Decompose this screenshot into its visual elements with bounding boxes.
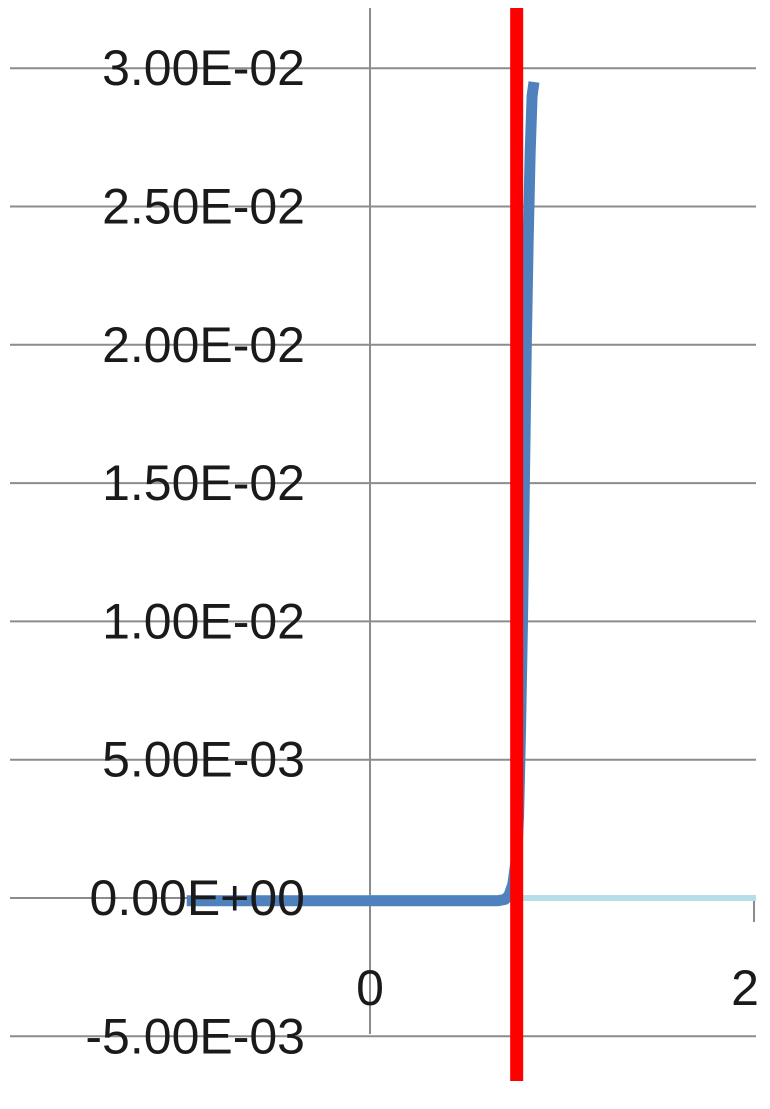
- y-tick-labels: 3.00E-02 2.50E-02 2.00E-02 1.50E-02 1.00E-02…: [85, 40, 305, 1064]
- y-tick-label: -5.00E-03: [85, 1008, 305, 1064]
- gridlines: [10, 67, 756, 1038]
- x-tick-label: 0: [356, 960, 384, 1016]
- y-tick-label: 2.50E-02: [102, 179, 305, 235]
- x-tick-label: 2: [731, 960, 759, 1016]
- y-tick-label: 3.00E-02: [102, 40, 305, 96]
- y-tick-label: 0.00E+00: [90, 870, 305, 926]
- axes: [369, 8, 755, 1034]
- y-tick-label: 5.00E-03: [102, 732, 305, 788]
- y-tick-label: 2.00E-02: [102, 317, 305, 373]
- y-tick-label: 1.50E-02: [102, 455, 305, 511]
- y-tick-label: 1.00E-02: [102, 593, 305, 649]
